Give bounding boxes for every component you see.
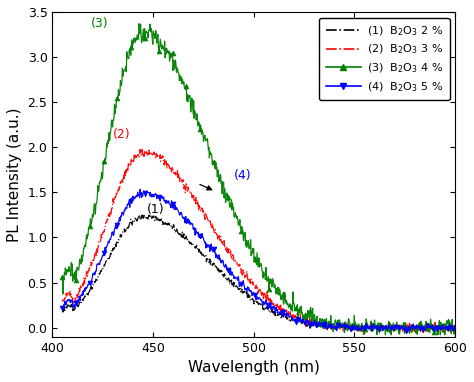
Text: (4): (4) (234, 168, 251, 181)
Text: (2): (2) (113, 128, 130, 141)
Legend: (1)  B$_2$O$_3$ 2 %, (2)  B$_2$O$_3$ 3 %, (3)  B$_2$O$_3$ 4 %, (4)  B$_2$O$_3$ 5: (1) B$_2$O$_3$ 2 %, (2) B$_2$O$_3$ 3 %, … (319, 18, 449, 100)
Text: (3): (3) (91, 17, 108, 30)
Text: (1): (1) (147, 203, 164, 216)
X-axis label: Wavelength (nm): Wavelength (nm) (188, 360, 319, 375)
Y-axis label: PL Intensity (a.u.): PL Intensity (a.u.) (7, 107, 22, 241)
